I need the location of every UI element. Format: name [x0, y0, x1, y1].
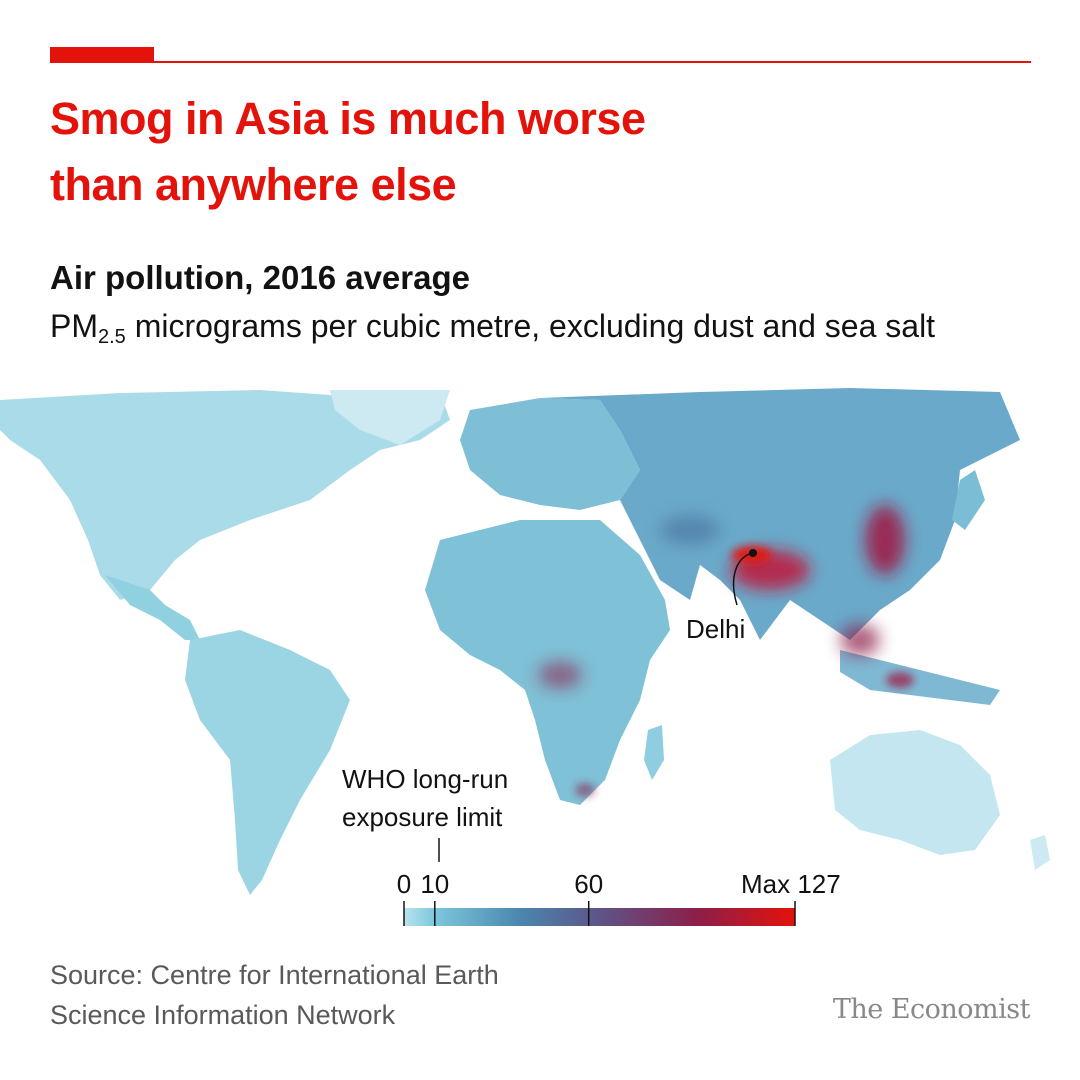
legend-tick-label: Max 127: [741, 869, 841, 899]
world-pollution-map: Delhi WHO long-run exposure limit 0 10 60 M…: [0, 388, 1050, 926]
hotspot-east-china: [865, 505, 905, 575]
hotspot-indonesia: [886, 672, 914, 688]
hotspot-south-africa: [575, 783, 595, 797]
chart-subtitle: Air pollution, 2016 average: [50, 259, 470, 296]
hotspot-southeast-asia: [840, 624, 880, 656]
unit-subscript: 2.5: [98, 326, 126, 348]
legend-gradient-bar: [404, 908, 795, 926]
delhi-leader-line: [732, 552, 754, 606]
land-madagascar: [644, 725, 664, 780]
unit-prefix: PM: [50, 308, 98, 344]
land-central-america: [105, 575, 200, 640]
color-legend: 0 10 60 Max 127: [397, 869, 841, 926]
legend-tick-label: 60: [574, 869, 603, 899]
chart-title: Smog in Asia is much worse than anywhere…: [50, 86, 810, 218]
who-limit-label-line-1: WHO long-run: [342, 764, 508, 794]
land-north-america: [0, 390, 450, 600]
land-europe: [460, 398, 640, 510]
hotspot-central-africa: [538, 661, 582, 689]
unit-rest: micrograms per cubic metre, excluding du…: [125, 308, 936, 344]
unit-description: PM2.5 micrograms per cubic metre, exclud…: [50, 304, 1050, 359]
land-new-zealand: [1030, 835, 1050, 870]
legend-tick-label: 10: [420, 869, 449, 899]
legend-tick-label: 0: [397, 869, 411, 899]
source-line-1: Source: Centre for International Earth: [50, 960, 499, 990]
chart-title-line-2: than anywhere else: [50, 159, 457, 210]
publisher-logo: The Economist: [832, 994, 1031, 1025]
land-south-america: [185, 630, 350, 895]
delhi-marker: [749, 549, 757, 557]
header-rule: [50, 61, 1031, 63]
source-line-2: Science Information Network: [50, 1000, 396, 1030]
land-japan: [952, 470, 985, 530]
land-greenland: [330, 390, 450, 445]
chart-title-line-1: Smog in Asia is much worse: [50, 93, 646, 144]
hotspot-middle-east: [660, 515, 720, 545]
land-southeast-asia-islands: [840, 650, 1000, 705]
land-australia: [830, 730, 1000, 855]
who-limit-label-line-2: exposure limit: [342, 802, 503, 832]
delhi-callout: Delhi: [686, 549, 757, 644]
land-asia: [540, 388, 1020, 640]
land-masses: [0, 388, 1050, 895]
who-limit-annotation: WHO long-run exposure limit: [342, 764, 508, 862]
source-note: Source: Centre for International Earth S…: [50, 955, 650, 1035]
header-accent-tab: [50, 47, 154, 62]
delhi-label: Delhi: [686, 614, 745, 644]
land-africa: [425, 520, 670, 805]
